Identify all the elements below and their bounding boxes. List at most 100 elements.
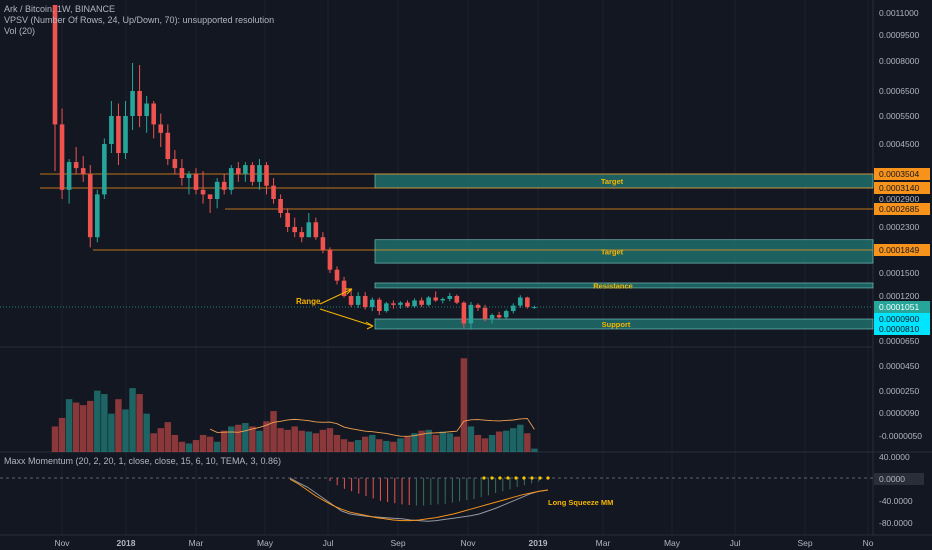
price-tick-label: 0.0009500	[879, 30, 919, 40]
volume-tick-label: 0.0000450	[879, 361, 919, 371]
candle	[454, 296, 460, 303]
squeeze-dot	[482, 476, 486, 480]
volume-bar	[213, 441, 221, 452]
candle	[59, 124, 65, 190]
zone-target	[374, 173, 874, 189]
time-tick-label: May	[664, 538, 681, 548]
candle	[489, 315, 495, 319]
range-arrowhead	[345, 288, 353, 295]
candle	[186, 174, 192, 178]
candle	[257, 165, 262, 182]
time-tick-label: 2018	[117, 538, 136, 548]
time-tick-label: Mar	[189, 538, 204, 548]
candle	[292, 227, 297, 233]
price-tick-label: 0.0011000	[879, 8, 919, 18]
price-tick-label: 0.0000650	[879, 336, 919, 346]
time-tick-label: 2019	[529, 538, 548, 548]
candle	[116, 116, 121, 154]
volume-bar	[319, 429, 327, 452]
momentum-line	[289, 477, 549, 522]
zone-label: Target	[601, 247, 624, 256]
price-label-box	[874, 203, 930, 215]
squeeze-dot	[514, 476, 518, 480]
price-label-box	[874, 244, 930, 256]
volume-bar	[432, 434, 439, 452]
time-tick-label: Sep	[797, 538, 812, 548]
candle	[264, 165, 269, 186]
volume-bar	[115, 399, 122, 452]
candle	[391, 303, 396, 305]
volume-tick-label: 0.0000090	[879, 408, 919, 418]
candle	[475, 304, 481, 308]
candle	[179, 168, 185, 178]
candle	[271, 185, 276, 199]
time-tick-label: Jul	[730, 538, 741, 548]
volume-bar	[446, 433, 454, 452]
volume-bar	[263, 421, 270, 452]
price-tick-label: 0.0001200	[879, 291, 919, 301]
price-label: 0.0001051	[879, 302, 919, 312]
candle	[398, 302, 403, 305]
volume-bar	[383, 440, 390, 452]
volume-bar	[502, 430, 510, 452]
price-label-box	[874, 168, 930, 180]
zone-label: Target	[601, 177, 624, 186]
time-tick-label: Mar	[596, 538, 611, 548]
price-tick-label: 0.0008000	[879, 56, 919, 66]
candle	[52, 5, 58, 125]
time-tick-label: Nov	[460, 538, 476, 548]
candle	[144, 103, 149, 116]
volume-bar	[305, 431, 313, 452]
volume-bar	[249, 426, 256, 452]
volume-bar	[340, 439, 348, 452]
price-tick-label: 0.0004500	[879, 139, 919, 149]
candle	[334, 269, 340, 281]
candle	[468, 304, 474, 324]
zone-support	[374, 318, 874, 330]
volume-bar	[178, 441, 186, 452]
price-tick-label: 0.0001500	[879, 268, 919, 278]
volume-bar	[171, 434, 179, 452]
volume-bar	[235, 424, 242, 452]
volume-bar	[143, 413, 150, 452]
volume-bar	[390, 441, 397, 452]
price-label: 0.0003504	[879, 169, 919, 179]
volume-bar	[150, 433, 157, 452]
momentum-tick-label: -40.0000	[879, 496, 913, 506]
momentum-value-box	[874, 473, 924, 485]
volume-bar	[495, 431, 503, 452]
candle	[193, 174, 199, 190]
price-label: 0.0000810	[879, 324, 919, 334]
candle	[412, 300, 417, 307]
zone-label: Support	[602, 320, 631, 329]
volume-bar	[277, 428, 284, 452]
volume-bar	[439, 431, 446, 452]
squeeze-dot	[490, 476, 494, 480]
volume-bar	[326, 428, 334, 452]
candle	[165, 132, 171, 160]
candle	[496, 315, 502, 318]
volume-bar	[376, 439, 383, 452]
volume-bar	[199, 434, 207, 452]
volume-bar	[228, 426, 235, 452]
volume-bar	[72, 402, 80, 452]
volume-bar	[79, 405, 87, 452]
volume-bar	[291, 426, 298, 452]
price-tick-label: 0.0005500	[879, 111, 919, 121]
volume-bar	[453, 436, 461, 452]
volume-bar	[524, 433, 531, 452]
candle	[384, 303, 389, 312]
volume-bar	[510, 428, 517, 452]
candle	[285, 212, 290, 227]
momentum-tick-label: 0.0000	[879, 474, 905, 484]
volume-bar	[361, 436, 369, 452]
volume-bar	[157, 428, 164, 452]
volume-bar	[298, 430, 305, 452]
volume-bar	[488, 434, 496, 452]
volume-bar	[531, 448, 538, 452]
time-tick-label: Nov	[54, 538, 70, 548]
squeeze-dot	[546, 476, 550, 480]
candle	[419, 300, 424, 305]
candle	[327, 249, 333, 270]
